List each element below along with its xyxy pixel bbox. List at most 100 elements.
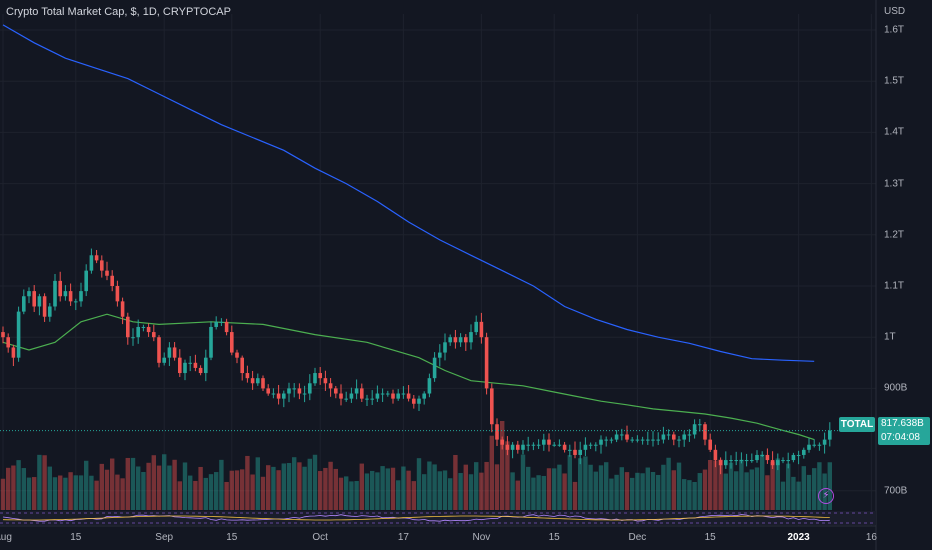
volume-bar xyxy=(312,454,318,510)
candle-body xyxy=(84,270,88,292)
candle-body xyxy=(48,306,52,317)
candle-body xyxy=(282,393,286,399)
candle-body xyxy=(422,393,426,399)
volume-bar xyxy=(505,441,510,510)
x-tick-label: 15 xyxy=(704,532,716,543)
y-tick-label: 900B xyxy=(884,382,908,394)
volume-bar xyxy=(754,467,760,510)
y-tick-label: 1.1T xyxy=(884,280,905,292)
volume-bar xyxy=(687,480,692,510)
oscillator-background xyxy=(0,511,876,525)
volume-bar xyxy=(749,469,754,510)
volume-bar xyxy=(422,474,427,510)
candle-body xyxy=(224,321,229,333)
candle-body xyxy=(744,460,749,462)
candle-body xyxy=(594,444,598,446)
candle-body xyxy=(661,434,666,440)
candle-body xyxy=(302,393,307,395)
candle-body xyxy=(765,454,770,461)
volume-bar xyxy=(42,455,47,510)
candle-body xyxy=(822,439,827,445)
volume-bar xyxy=(442,470,448,510)
volume-bar xyxy=(723,473,728,510)
volume-bar xyxy=(208,474,214,510)
volume-bar xyxy=(713,460,718,510)
candle-body xyxy=(172,347,177,358)
x-tick-label: 16 xyxy=(865,532,877,543)
candle-body xyxy=(786,460,790,462)
candle-body xyxy=(776,460,780,466)
volume-bar xyxy=(812,468,817,510)
volume-bar xyxy=(718,459,723,510)
candle-body xyxy=(791,454,796,461)
volume-bar xyxy=(531,477,536,510)
candle-body xyxy=(157,337,161,363)
volume-bar xyxy=(198,466,203,510)
candle-body xyxy=(588,444,593,446)
volume-bar xyxy=(172,459,177,510)
candle-body xyxy=(687,434,692,436)
candle-body xyxy=(828,430,832,440)
candle-body xyxy=(802,449,806,455)
candle-body xyxy=(1,332,5,338)
volume-bar xyxy=(32,477,37,510)
candle-body xyxy=(271,393,276,395)
candle-body xyxy=(521,444,525,450)
candle-body xyxy=(94,255,99,261)
candle-body xyxy=(256,378,260,384)
volume-bar xyxy=(364,473,370,510)
candle-body xyxy=(131,337,135,339)
volume-bar xyxy=(359,463,364,510)
candle-body xyxy=(630,439,634,441)
candle-body xyxy=(807,444,811,450)
candle-body xyxy=(443,342,447,353)
volume-bar xyxy=(94,480,99,510)
candle-body xyxy=(495,424,499,440)
volume-bar xyxy=(432,464,437,510)
volume-bar xyxy=(427,461,432,510)
lightning-bolt-icon[interactable]: ⚡ xyxy=(818,488,834,504)
candle-body xyxy=(339,393,343,399)
volume-bar xyxy=(489,435,494,510)
candle-body xyxy=(739,460,744,462)
volume-bar xyxy=(141,471,146,510)
candle-body xyxy=(640,439,645,441)
candle-body xyxy=(235,352,239,358)
volume-bar xyxy=(286,463,292,510)
volume-bar xyxy=(666,457,671,510)
volume-bar xyxy=(68,472,73,510)
volume-bar xyxy=(583,456,588,510)
candle-body xyxy=(755,454,759,461)
volume-bar xyxy=(479,472,484,510)
volume-bar xyxy=(234,470,240,510)
candle-body xyxy=(16,311,21,358)
y-tick-label: 1.6T xyxy=(884,24,905,36)
chart-title[interactable]: Crypto Total Market Cap, $, 1D, CRYPTOCA… xyxy=(6,6,231,18)
volume-bar xyxy=(266,465,271,510)
currency-label[interactable]: USD xyxy=(884,6,906,17)
volume-bar xyxy=(110,458,115,510)
grid-lines xyxy=(0,0,877,550)
candle-body xyxy=(536,444,541,446)
volume-bar xyxy=(728,462,734,510)
volume-bar xyxy=(702,469,708,510)
volume-bar xyxy=(791,476,796,510)
volume-bar xyxy=(796,481,801,510)
candle-body xyxy=(391,393,395,399)
candle-body xyxy=(58,280,62,297)
candle-body xyxy=(406,393,411,399)
volume-bar xyxy=(572,481,578,510)
volume-bar xyxy=(640,473,645,510)
candle-body xyxy=(183,362,187,374)
candle-body xyxy=(656,439,660,441)
volume-bar xyxy=(318,471,323,510)
volume-bar xyxy=(510,472,515,510)
candle-body xyxy=(760,454,764,456)
volume-bar xyxy=(406,470,411,510)
candle-body xyxy=(531,444,536,446)
volume-bar xyxy=(520,454,526,510)
candle-body xyxy=(120,301,125,317)
ma-short-line xyxy=(2,313,815,441)
volume-bar xyxy=(494,464,500,510)
